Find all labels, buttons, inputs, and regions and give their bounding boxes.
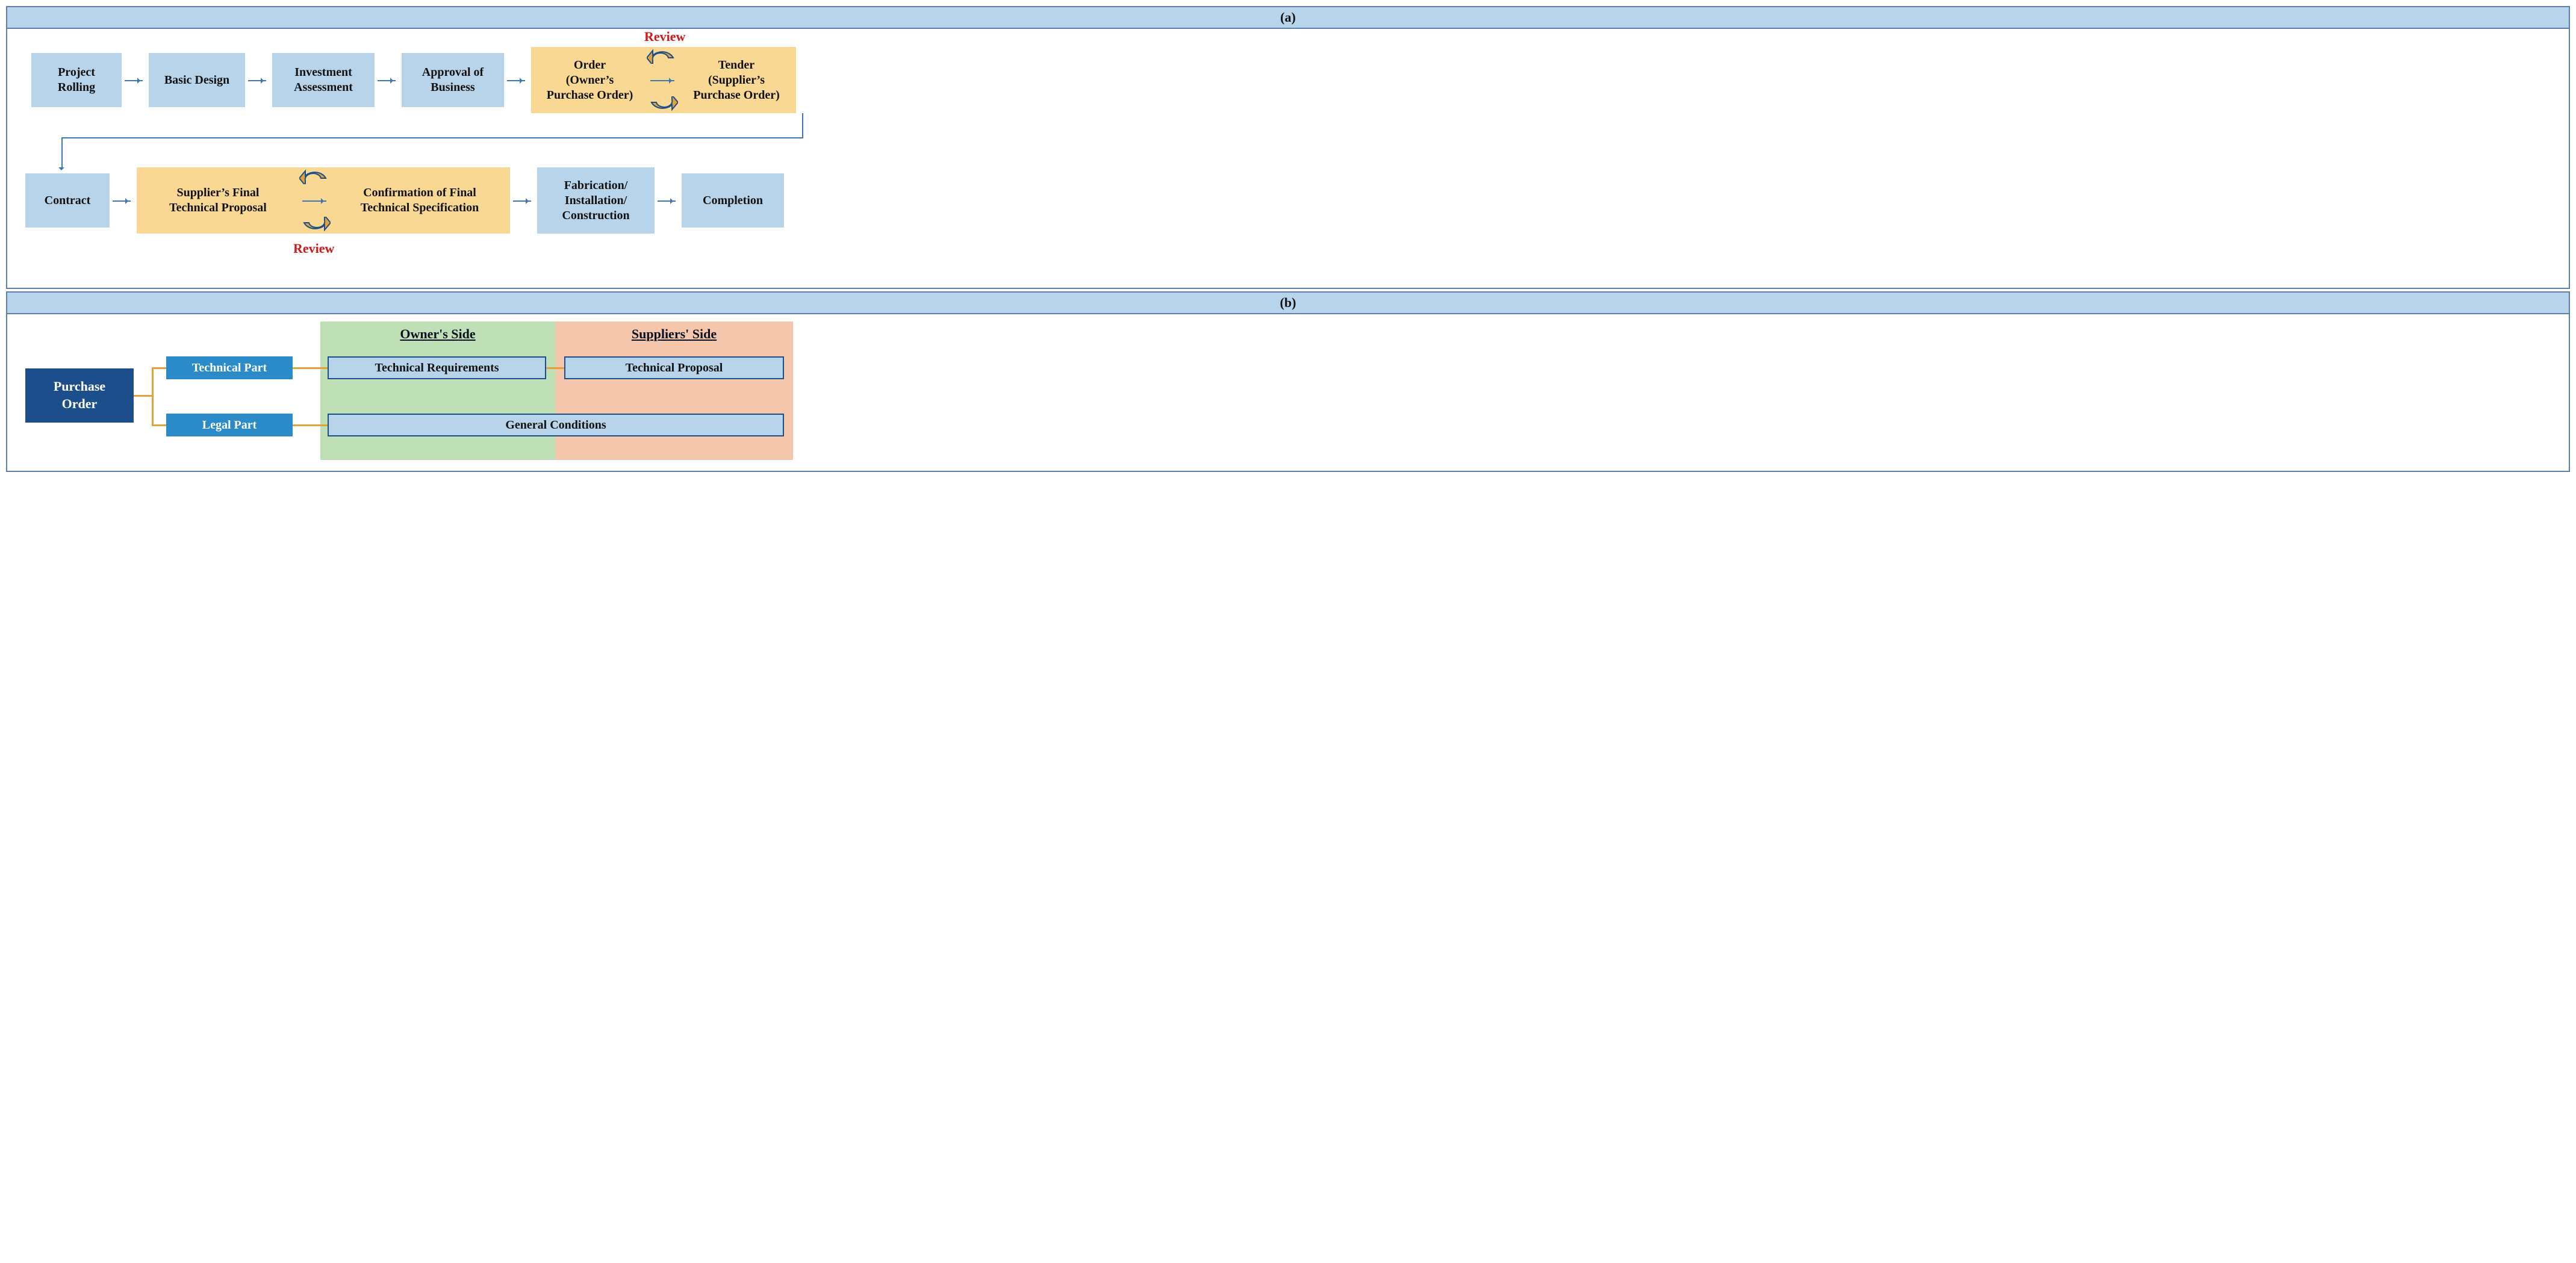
conn bbox=[152, 367, 166, 369]
panel-b: (b) Owner's Side Suppliers' Side Purchas… bbox=[6, 291, 2570, 472]
zone-owner-title: Owner's Side bbox=[320, 326, 555, 342]
arrow bbox=[113, 200, 131, 202]
node-fabrication: Fabrication/Installation/Construction bbox=[537, 167, 655, 234]
conn bbox=[152, 367, 154, 426]
node-legal-part: Legal Part bbox=[166, 414, 293, 436]
cycle-arrow-bot-1 bbox=[647, 96, 678, 114]
node-approval-business: Approval ofBusiness bbox=[402, 53, 504, 107]
wrap-conn bbox=[802, 113, 803, 137]
arrow bbox=[378, 80, 396, 81]
node-purchase-order: PurchaseOrder bbox=[25, 368, 134, 423]
cycle-arrow-top-1 bbox=[647, 46, 678, 64]
panel-a-body: ProjectRolling Basic Design InvestmentAs… bbox=[7, 29, 2569, 288]
node-project-rolling: ProjectRolling bbox=[31, 53, 122, 107]
node-supplier-final-proposal: Supplier’s FinalTechnical Proposal bbox=[137, 167, 299, 234]
review-label-1: Review bbox=[644, 29, 685, 45]
cycle-arrow-top-2 bbox=[299, 166, 331, 184]
node-investment-assessment: InvestmentAssessment bbox=[272, 53, 375, 107]
cycle-arrow-bot-2 bbox=[299, 217, 331, 235]
arrow bbox=[507, 80, 525, 81]
node-basic-design: Basic Design bbox=[149, 53, 245, 107]
node-contract: Contract bbox=[25, 173, 110, 228]
conn bbox=[293, 424, 328, 426]
conn bbox=[152, 424, 166, 426]
arrow bbox=[513, 200, 531, 202]
node-tender: Tender(Supplier’sPurchase Order) bbox=[677, 47, 796, 113]
node-order: Order(Owner’sPurchase Order) bbox=[531, 47, 649, 113]
arrow bbox=[650, 80, 674, 81]
slot-tech-requirements: Technical Requirements bbox=[328, 356, 546, 379]
conn bbox=[134, 395, 152, 397]
slot-general-conditions: General Conditions bbox=[328, 414, 784, 436]
zone-supplier: Suppliers' Side bbox=[555, 321, 793, 460]
arrow bbox=[248, 80, 266, 81]
node-completion: Completion bbox=[682, 173, 784, 228]
arrow bbox=[658, 200, 676, 202]
panel-a: (a) ProjectRolling Basic Design Investme… bbox=[6, 6, 2570, 289]
zone-supplier-title: Suppliers' Side bbox=[555, 326, 793, 342]
zone-owner: Owner's Side bbox=[320, 321, 555, 460]
conn bbox=[293, 367, 328, 369]
review-label-2: Review bbox=[293, 241, 334, 256]
arrow bbox=[302, 200, 326, 202]
panel-a-header: (a) bbox=[7, 7, 2569, 29]
node-technical-part: Technical Part bbox=[166, 356, 293, 379]
wrap-conn bbox=[61, 137, 63, 169]
wrap-conn bbox=[61, 137, 803, 138]
conn bbox=[546, 367, 564, 369]
slot-tech-proposal: Technical Proposal bbox=[564, 356, 784, 379]
arrow bbox=[125, 80, 143, 81]
wrap-conn-head bbox=[58, 167, 64, 173]
node-confirm-spec: Confirmation of FinalTechnical Specifica… bbox=[329, 167, 510, 234]
panel-b-body: Owner's Side Suppliers' Side PurchaseOrd… bbox=[7, 314, 2569, 471]
panel-b-header: (b) bbox=[7, 293, 2569, 314]
